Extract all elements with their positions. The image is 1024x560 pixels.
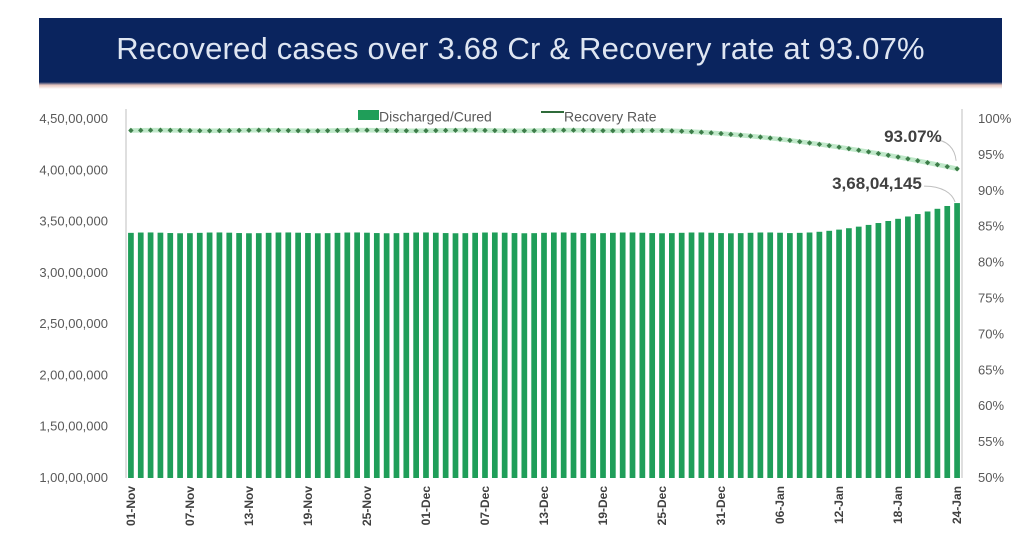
svg-text:13-Nov: 13-Nov — [242, 486, 256, 526]
svg-text:95%: 95% — [978, 147, 1004, 162]
svg-text:2,00,00,000: 2,00,00,000 — [39, 367, 108, 382]
svg-text:06-Jan: 06-Jan — [773, 486, 787, 524]
svg-text:1,00,00,000: 1,00,00,000 — [39, 470, 108, 485]
svg-text:18-Jan: 18-Jan — [891, 486, 905, 524]
svg-text:1,50,00,000: 1,50,00,000 — [39, 419, 108, 434]
svg-text:90%: 90% — [978, 183, 1004, 198]
svg-text:01-Dec: 01-Dec — [419, 486, 433, 526]
svg-text:25-Dec: 25-Dec — [655, 486, 669, 526]
svg-text:4,50,00,000: 4,50,00,000 — [39, 111, 108, 126]
svg-text:4,00,00,000: 4,00,00,000 — [39, 162, 108, 177]
svg-text:3,00,00,000: 3,00,00,000 — [39, 265, 108, 280]
svg-text:70%: 70% — [978, 326, 1004, 341]
svg-text:80%: 80% — [978, 255, 1004, 270]
svg-text:2,50,00,000: 2,50,00,000 — [39, 316, 108, 331]
svg-text:07-Nov: 07-Nov — [183, 486, 197, 526]
svg-text:07-Dec: 07-Dec — [478, 486, 492, 526]
svg-text:100%: 100% — [978, 111, 1012, 126]
svg-text:19-Nov: 19-Nov — [301, 486, 315, 526]
svg-text:01-Nov: 01-Nov — [124, 486, 138, 526]
svg-text:19-Dec: 19-Dec — [596, 486, 610, 526]
svg-text:55%: 55% — [978, 434, 1004, 449]
svg-text:50%: 50% — [978, 470, 1004, 485]
svg-text:31-Dec: 31-Dec — [714, 486, 728, 526]
svg-text:65%: 65% — [978, 362, 1004, 377]
svg-text:3,50,00,000: 3,50,00,000 — [39, 214, 108, 229]
svg-text:25-Nov: 25-Nov — [360, 486, 374, 526]
svg-text:85%: 85% — [978, 219, 1004, 234]
svg-text:24-Jan: 24-Jan — [950, 486, 964, 524]
svg-text:60%: 60% — [978, 398, 1004, 413]
svg-text:75%: 75% — [978, 291, 1004, 306]
svg-text:13-Dec: 13-Dec — [537, 486, 551, 526]
svg-text:12-Jan: 12-Jan — [832, 486, 846, 524]
